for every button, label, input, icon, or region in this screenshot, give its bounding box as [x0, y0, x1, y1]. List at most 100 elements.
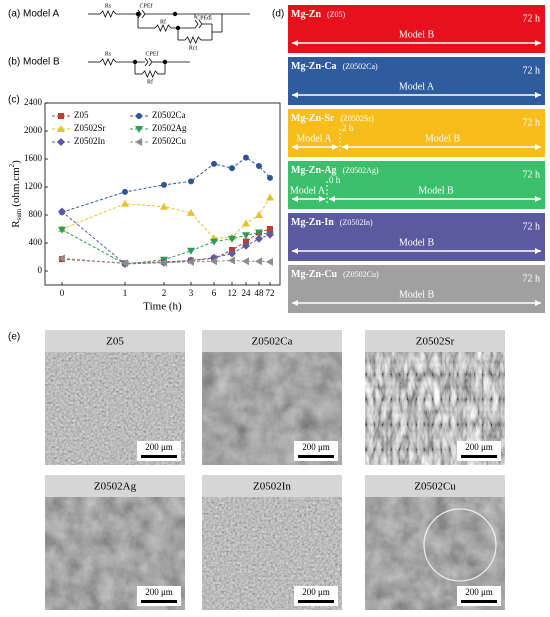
image-title: Z0502Ca — [252, 336, 293, 348]
marker — [58, 113, 64, 119]
marker — [57, 125, 65, 132]
model-label: Model B — [425, 133, 461, 144]
y-tick-label: 400 — [29, 237, 43, 247]
marker — [210, 257, 217, 266]
legend-label: Z0502Cu — [152, 136, 187, 146]
plot-frame — [44, 102, 281, 286]
model-row — [288, 5, 545, 53]
alloy-code: (Z0502Ca) — [343, 62, 378, 71]
image-title: Z0502In — [253, 481, 291, 493]
legend-label: Z0502In — [74, 136, 105, 146]
alloy-label: Mg-Zn-Sr (Z0502Sr) — [291, 113, 374, 124]
y-tick-label: 800 — [29, 209, 43, 219]
model-label: Model A — [399, 81, 435, 92]
cpe — [144, 57, 153, 67]
marker — [187, 257, 194, 266]
marker — [242, 219, 250, 227]
scale-bar — [141, 600, 177, 603]
alloy-name: Mg-Zn-Ag — [291, 165, 337, 176]
marker — [160, 202, 168, 210]
resistor — [154, 24, 172, 32]
marker — [211, 160, 217, 167]
y-tick-label: 2000 — [24, 125, 43, 135]
y-tick-label: 1200 — [24, 181, 43, 191]
marker — [256, 163, 262, 169]
x-tick-label: 2 — [162, 288, 167, 298]
y-axis-label-part: ) — [10, 160, 22, 164]
x-tick-label: 0 — [60, 288, 65, 298]
scale-bar — [141, 455, 177, 458]
legend-label: Z0502Sr — [74, 123, 106, 133]
scale-bar — [461, 600, 497, 603]
alloy-label: Mg-Zn-Ca (Z0502Ca) — [291, 61, 378, 72]
alloy-code: (Z0502Sr) — [340, 114, 374, 123]
y-axis-label-part: sum — [15, 208, 23, 220]
marker — [255, 211, 263, 218]
component-label: Rf — [147, 78, 153, 85]
time-label: 72 h — [523, 273, 541, 284]
alloy-label: Mg-Zn (Z05) — [291, 9, 346, 20]
scale-bar — [298, 600, 334, 603]
image-header — [202, 475, 342, 497]
marker — [266, 230, 274, 239]
series-line — [61, 229, 271, 265]
image-header — [45, 475, 185, 497]
model-row — [288, 265, 545, 313]
marker — [266, 257, 273, 266]
time-label: 72 h — [523, 221, 541, 232]
scale-label: 200 μm — [465, 442, 493, 452]
marker — [228, 256, 235, 265]
marker — [243, 238, 249, 245]
y-tick-label: 1600 — [24, 153, 43, 163]
alloy-name: Mg-Zn-Ca — [291, 61, 337, 72]
model-label: Model B — [399, 289, 435, 300]
marker — [255, 257, 262, 266]
marker — [255, 234, 263, 243]
x-tick-label: 48 — [255, 288, 265, 298]
image-header — [365, 330, 505, 352]
component-label: CPEf — [145, 50, 158, 57]
resistor — [99, 10, 117, 18]
time-label: 72 h — [523, 169, 541, 180]
alloy-name: Mg-Zn-Sr — [291, 113, 335, 124]
model-row — [288, 213, 545, 261]
marker — [242, 232, 250, 240]
marker — [267, 226, 273, 232]
marker — [267, 174, 273, 181]
scale-label: 200 μm — [302, 442, 330, 452]
marker — [58, 254, 65, 263]
x-tick-label: 24 — [242, 288, 252, 298]
x-tick-label: 12 — [228, 288, 237, 298]
y-tick-label: 2400 — [24, 97, 43, 107]
marker — [210, 238, 218, 246]
marker — [255, 229, 263, 237]
image-title: Z0502Ag — [94, 481, 137, 493]
marker — [121, 259, 128, 268]
scale-label: 200 μm — [145, 442, 173, 452]
marker — [135, 126, 143, 133]
y-axis-label-part: 2 — [8, 163, 16, 167]
alloy-label: Mg-Zn-Cu (Z0502Cu) — [291, 269, 379, 280]
resistor — [184, 36, 202, 44]
model-label: Model A — [290, 185, 326, 196]
image-header — [365, 475, 505, 497]
x-tick-label: 3 — [189, 288, 194, 298]
marker — [160, 258, 167, 267]
alloy-name: Mg-Zn-Cu — [291, 269, 338, 280]
x-axis-label: Time (h) — [143, 301, 182, 313]
y-axis-label-part: (ohm.cm — [10, 167, 22, 207]
time-label: 72 h — [523, 65, 541, 76]
marker — [121, 199, 129, 207]
component-label: CPEf — [139, 2, 152, 9]
legend-label: Z05 — [74, 110, 89, 120]
time-label: 72 h — [523, 117, 541, 128]
switch-label: 0 h — [329, 175, 341, 185]
component-label: Rs — [105, 51, 112, 57]
alloy-code: (Z0502Cu) — [343, 270, 379, 279]
marker — [228, 249, 236, 258]
panel-label: (b) Model B — [8, 57, 60, 68]
panel-label: (d) — [272, 9, 284, 20]
alloy-label: Mg-Zn-In (Z0502In) — [291, 217, 373, 228]
alloy-code: (Z05) — [327, 10, 346, 19]
